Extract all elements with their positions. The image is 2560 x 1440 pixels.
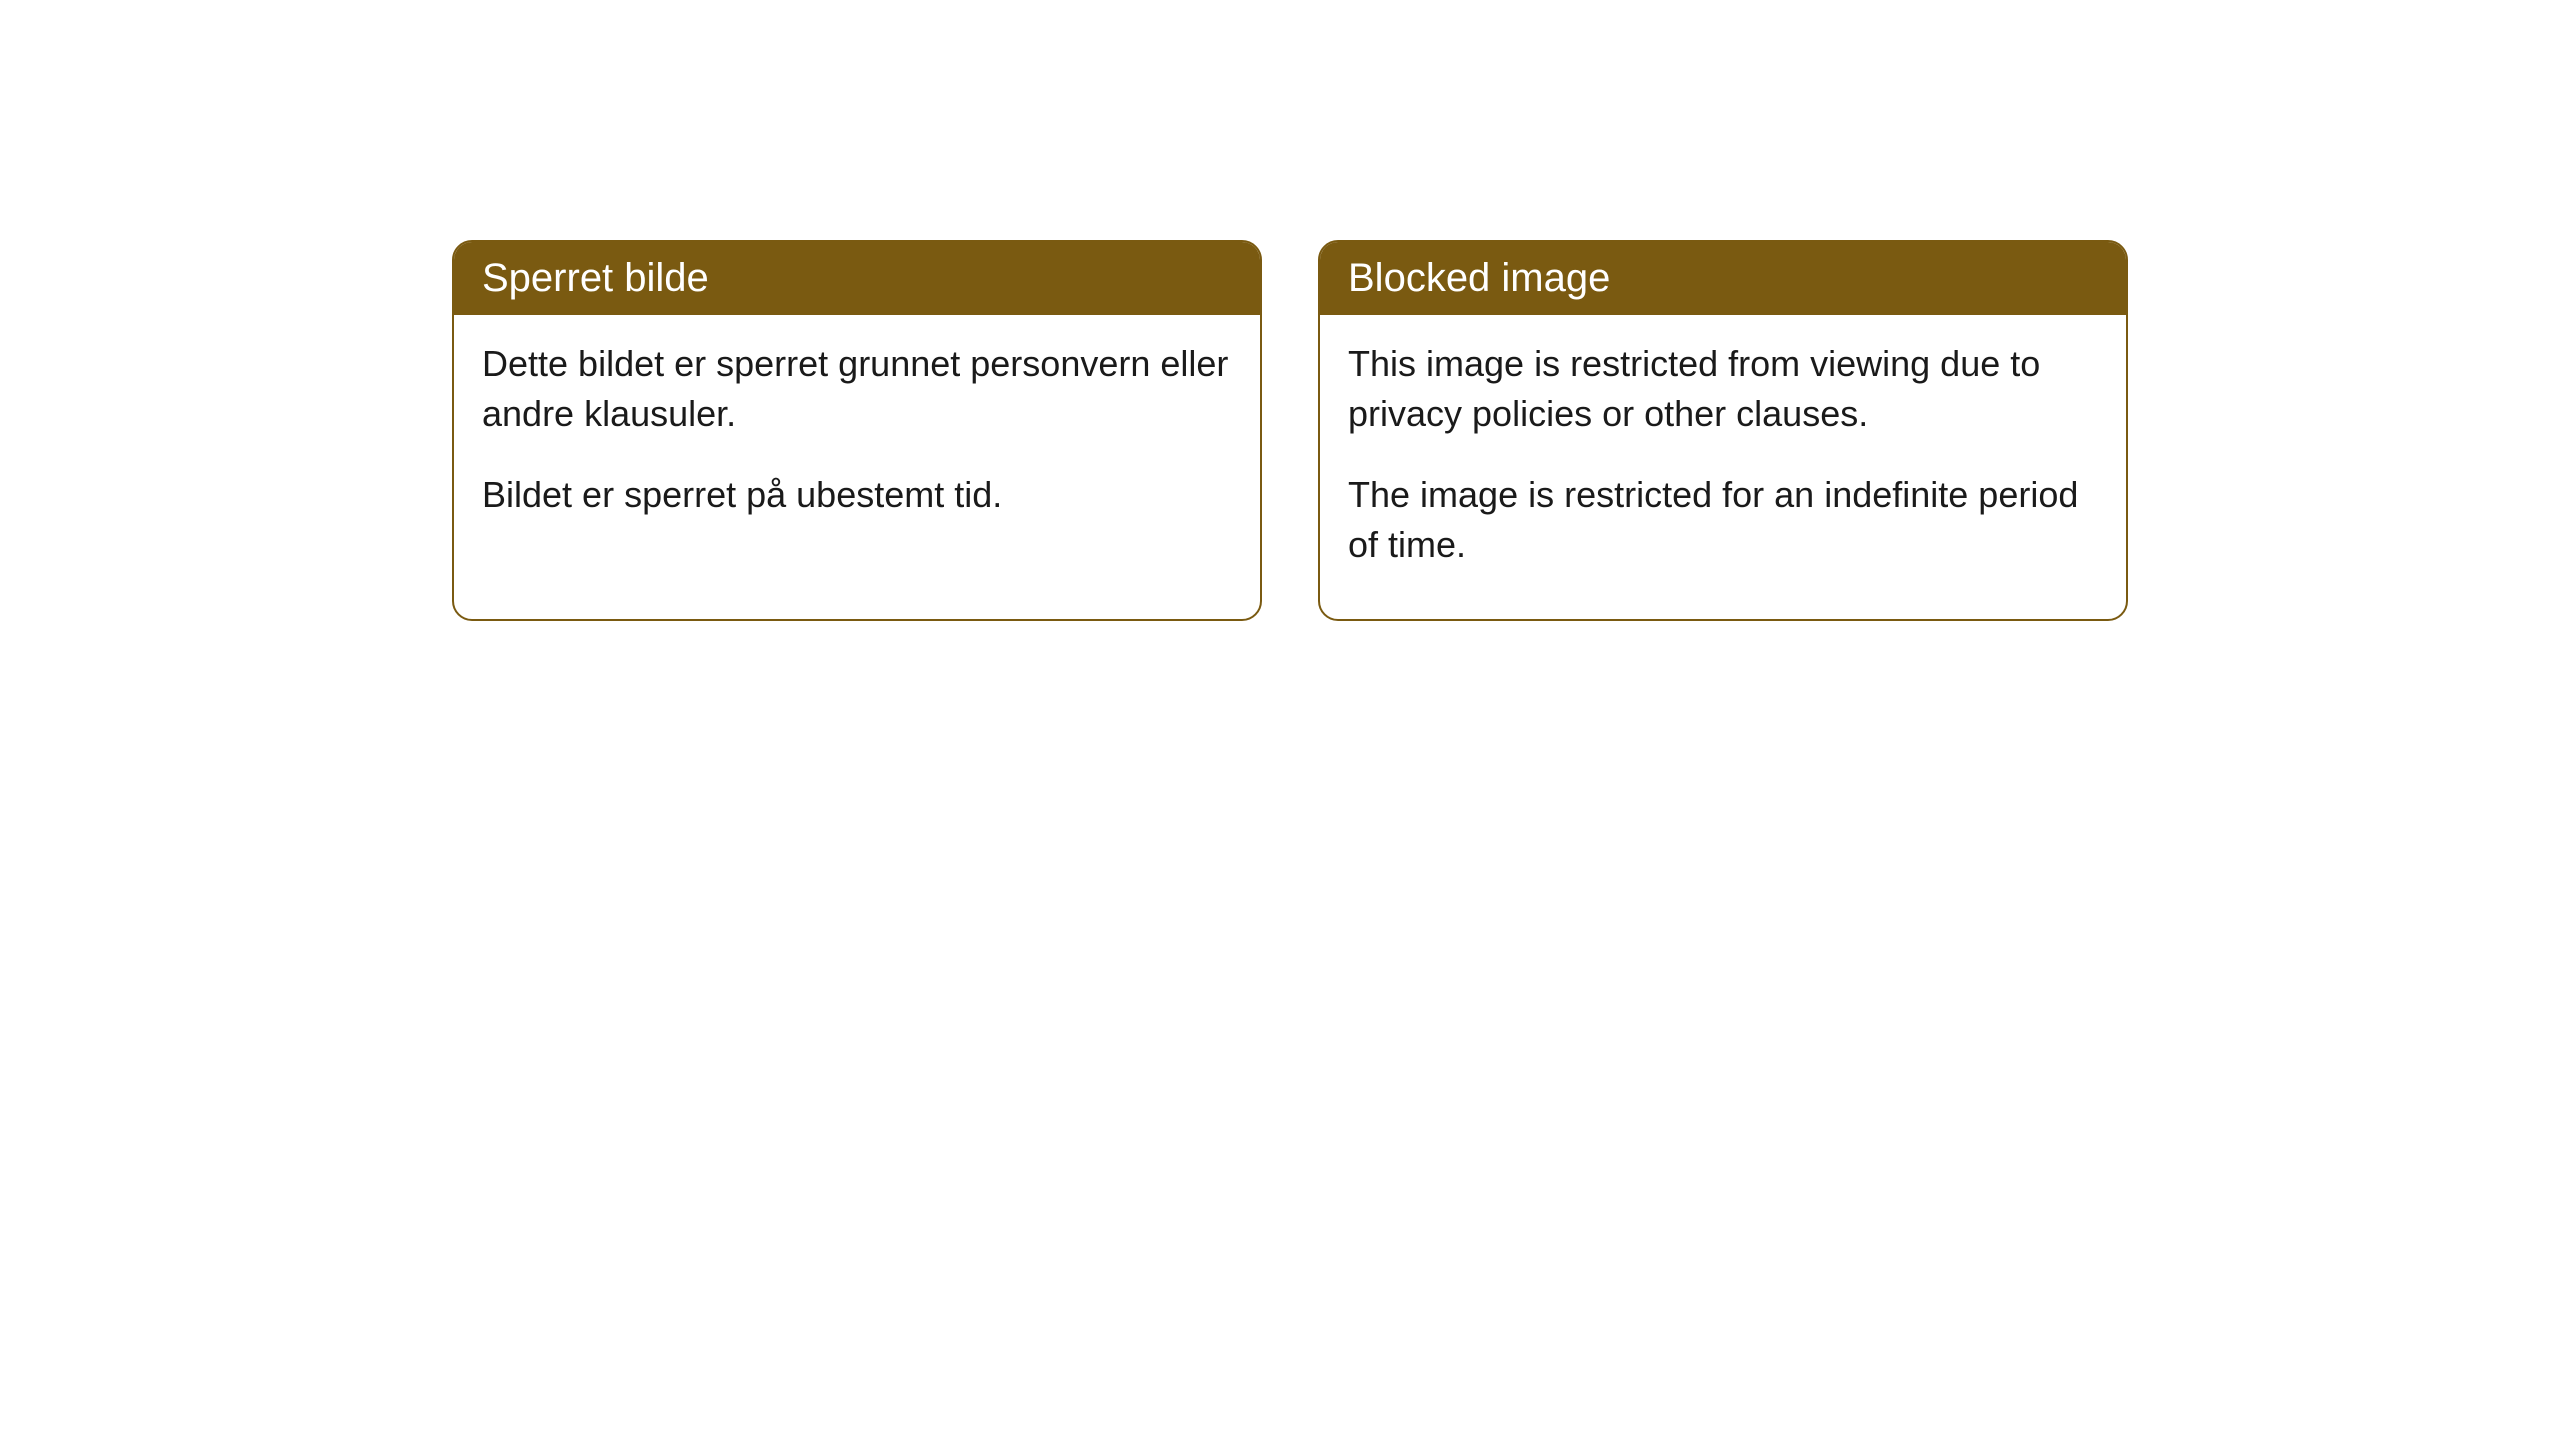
card-title: Blocked image — [1348, 256, 1610, 300]
card-body-english: This image is restricted from viewing du… — [1320, 315, 2126, 619]
card-paragraph: Bildet er sperret på ubestemt tid. — [482, 470, 1232, 520]
card-header-norwegian: Sperret bilde — [454, 242, 1260, 315]
card-paragraph: The image is restricted for an indefinit… — [1348, 470, 2098, 571]
cards-container: Sperret bilde Dette bildet er sperret gr… — [452, 240, 2560, 621]
card-norwegian: Sperret bilde Dette bildet er sperret gr… — [452, 240, 1262, 621]
card-paragraph: This image is restricted from viewing du… — [1348, 339, 2098, 440]
card-header-english: Blocked image — [1320, 242, 2126, 315]
card-english: Blocked image This image is restricted f… — [1318, 240, 2128, 621]
card-body-norwegian: Dette bildet er sperret grunnet personve… — [454, 315, 1260, 568]
card-title: Sperret bilde — [482, 256, 709, 300]
card-paragraph: Dette bildet er sperret grunnet personve… — [482, 339, 1232, 440]
